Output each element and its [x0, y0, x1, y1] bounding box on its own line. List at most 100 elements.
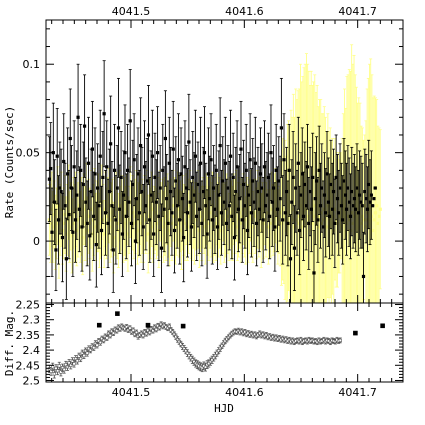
diff-mag-y-tick-labels: 2.25 2.3 2.35 2.4 2.45 2.5 [16, 299, 41, 388]
data-point [207, 359, 211, 368]
data-point [128, 69, 132, 173]
point-marker [239, 147, 243, 151]
data-point [309, 338, 313, 344]
point-marker [244, 168, 248, 172]
x-tick-label: 4041.7 [338, 386, 377, 399]
data-point [262, 120, 267, 214]
data-point [273, 182, 277, 272]
data-point [77, 166, 81, 253]
data-point [86, 116, 91, 210]
point-marker [82, 353, 86, 358]
data-point [210, 175, 214, 265]
data-point [151, 327, 155, 334]
data-point [93, 127, 97, 221]
point-marker [119, 175, 123, 180]
point-marker [102, 338, 106, 342]
point-marker [79, 357, 83, 361]
data-point [249, 168, 254, 258]
data-point [132, 113, 136, 207]
point-marker [238, 197, 242, 201]
point-marker [154, 200, 158, 204]
point-marker [116, 126, 121, 130]
diff-mag-panel: 4041.5 4041.6 4041.7 2.25 2.3 2.35 2.4 2.45 2.5… [3, 299, 404, 415]
point-marker [86, 161, 91, 165]
point-marker [166, 221, 170, 226]
data-point [120, 191, 124, 277]
point-marker [176, 158, 181, 162]
data-point [112, 123, 117, 217]
data-point [353, 330, 358, 336]
data-point [146, 85, 151, 185]
rate-panel: 4041.5 4041.6 4041.7 0 0.05 0.1 Rate (Counts… [3, 5, 404, 304]
data-point [286, 180, 290, 267]
data-point [218, 97, 222, 194]
rate-panel-ticks [46, 20, 404, 303]
point-marker [96, 322, 102, 328]
bottom-x-tick-labels: 4041.5 4041.6 4041.7 [112, 386, 377, 399]
data-point [184, 347, 188, 355]
data-point [98, 109, 102, 203]
data-point [67, 169, 71, 260]
point-marker [137, 211, 141, 215]
data-point [119, 131, 123, 224]
diff-mag-series [47, 321, 342, 379]
data-point [177, 189, 181, 258]
data-point [52, 180, 56, 249]
data-point [127, 157, 131, 247]
x-tick-label: 4041.7 [338, 5, 377, 18]
point-marker [85, 221, 89, 226]
data-point [95, 342, 99, 349]
data-point [105, 335, 109, 341]
point-marker [248, 158, 252, 162]
data-point [155, 106, 160, 200]
black-rate-series [47, 60, 377, 303]
point-marker [227, 204, 231, 208]
point-marker [378, 207, 382, 211]
data-point [165, 154, 169, 244]
point-marker [148, 330, 152, 335]
point-marker [155, 151, 160, 155]
data-point [144, 161, 148, 251]
point-marker [125, 325, 129, 329]
data-point [295, 169, 299, 256]
data-point [171, 100, 175, 198]
data-point [228, 109, 233, 203]
point-marker [281, 218, 285, 222]
point-marker [187, 140, 191, 144]
diff-mag-panel-ticks [46, 303, 404, 382]
data-point [278, 155, 282, 242]
point-marker [189, 225, 194, 229]
data-point [380, 323, 385, 329]
point-marker [141, 225, 145, 229]
point-marker [53, 200, 57, 204]
data-point [179, 127, 183, 221]
data-point [116, 77, 121, 178]
point-marker [123, 151, 127, 155]
data-point [334, 134, 338, 221]
data-point [108, 332, 112, 339]
point-marker [55, 154, 59, 158]
point-marker [67, 212, 71, 217]
point-marker [145, 322, 151, 328]
data-point [167, 323, 171, 330]
point-marker [98, 340, 102, 345]
data-point [197, 361, 201, 371]
point-marker [159, 246, 164, 250]
point-marker [57, 364, 61, 368]
point-marker [202, 151, 207, 155]
x-tick-label: 4041.5 [112, 5, 151, 18]
x-tick-label: 4041.6 [225, 5, 264, 18]
point-marker [82, 124, 87, 128]
point-marker [97, 204, 101, 208]
data-point [282, 113, 286, 207]
data-point [327, 338, 331, 344]
data-point [205, 360, 209, 370]
point-marker [157, 326, 162, 330]
point-marker [110, 204, 114, 208]
point-marker [268, 214, 272, 218]
point-marker [146, 133, 151, 137]
y-tick-label: 2.5 [23, 374, 41, 387]
data-point [139, 97, 143, 194]
point-marker [170, 211, 174, 215]
